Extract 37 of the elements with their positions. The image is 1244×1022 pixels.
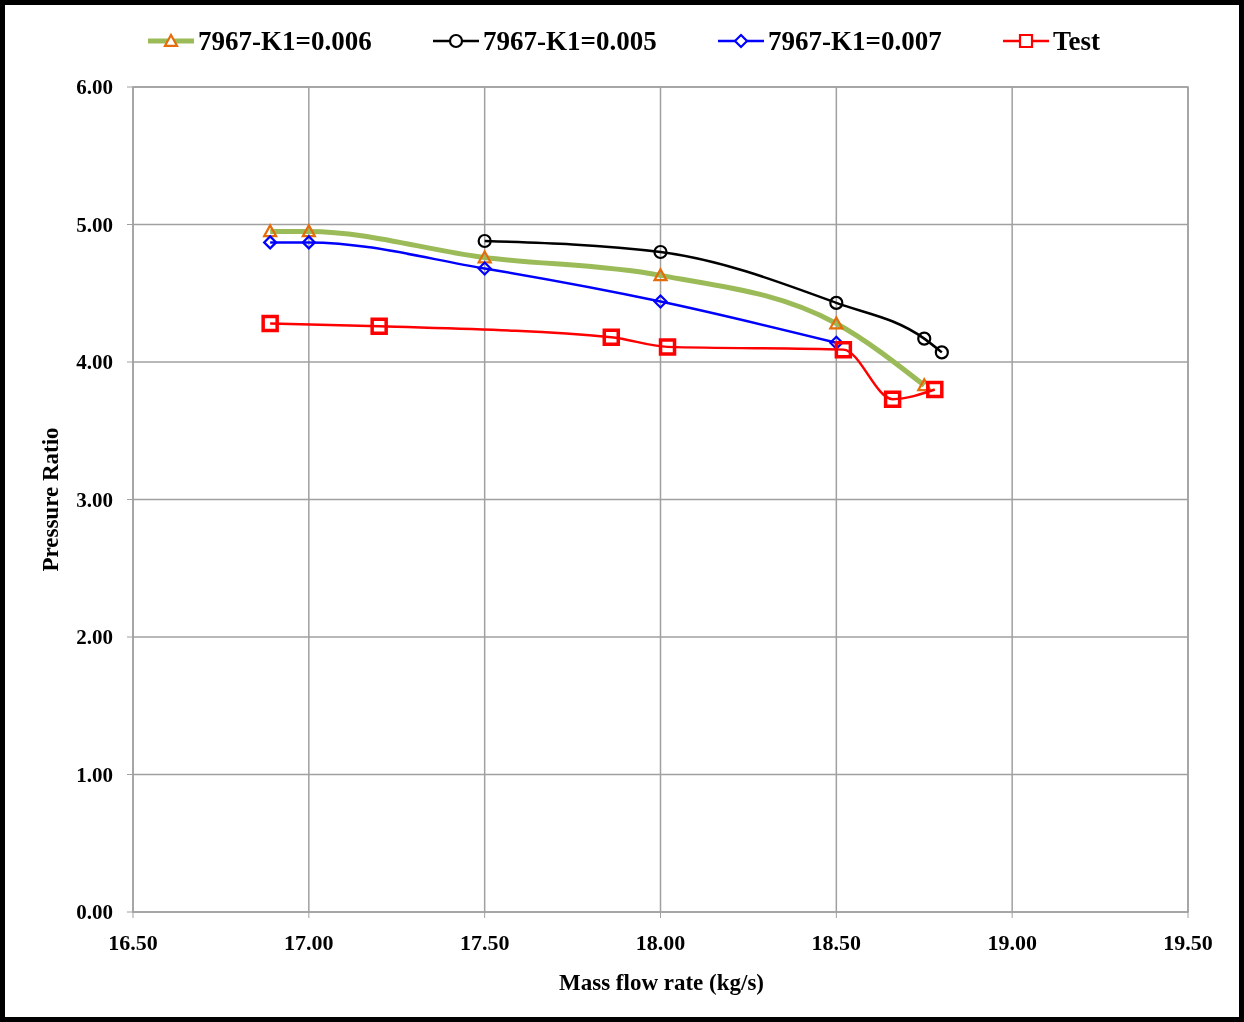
point [602, 328, 621, 346]
point [370, 317, 388, 335]
point [834, 340, 853, 359]
x-tick-label: 17.50 [459, 930, 510, 955]
point [263, 235, 278, 250]
legend-label: 7967-K1=0.007 [768, 26, 942, 56]
x-tick-label: 19.50 [1163, 930, 1213, 955]
x-tick-label: 16.50 [108, 930, 158, 955]
point [261, 314, 279, 333]
x-axis-title: Mass flow rate (kg/s) [558, 970, 765, 995]
legend-label: Test [1053, 26, 1101, 56]
y-tick-label: 6.00 [76, 75, 113, 99]
y-tick-label: 5.00 [76, 212, 113, 237]
legend-label: 7967-K1=0.005 [483, 26, 657, 56]
point [829, 335, 844, 350]
x-tick-label: 19.00 [987, 930, 1037, 955]
y-tick-label: 0.00 [76, 900, 113, 924]
y-tick-label: 3.00 [76, 487, 113, 512]
point [917, 331, 932, 346]
point [653, 294, 668, 309]
x-tick-label: 18.50 [811, 930, 862, 955]
x-tick-label: 17.00 [284, 930, 334, 955]
y-tick-label: 1.00 [76, 762, 113, 787]
point [477, 233, 492, 249]
point [477, 261, 492, 276]
y-tick-label: 2.00 [76, 625, 113, 649]
legend-label: 7967-K1=0.006 [198, 26, 372, 56]
point [653, 244, 668, 260]
point [926, 380, 944, 399]
point [934, 345, 949, 360]
point [301, 235, 316, 250]
y-tick-label: 4.00 [76, 350, 113, 374]
point [883, 390, 902, 408]
point [829, 295, 844, 310]
x-tick-label: 18.00 [635, 930, 686, 955]
y-axis-title: Pressure Ratio [38, 427, 63, 572]
point [658, 338, 677, 356]
